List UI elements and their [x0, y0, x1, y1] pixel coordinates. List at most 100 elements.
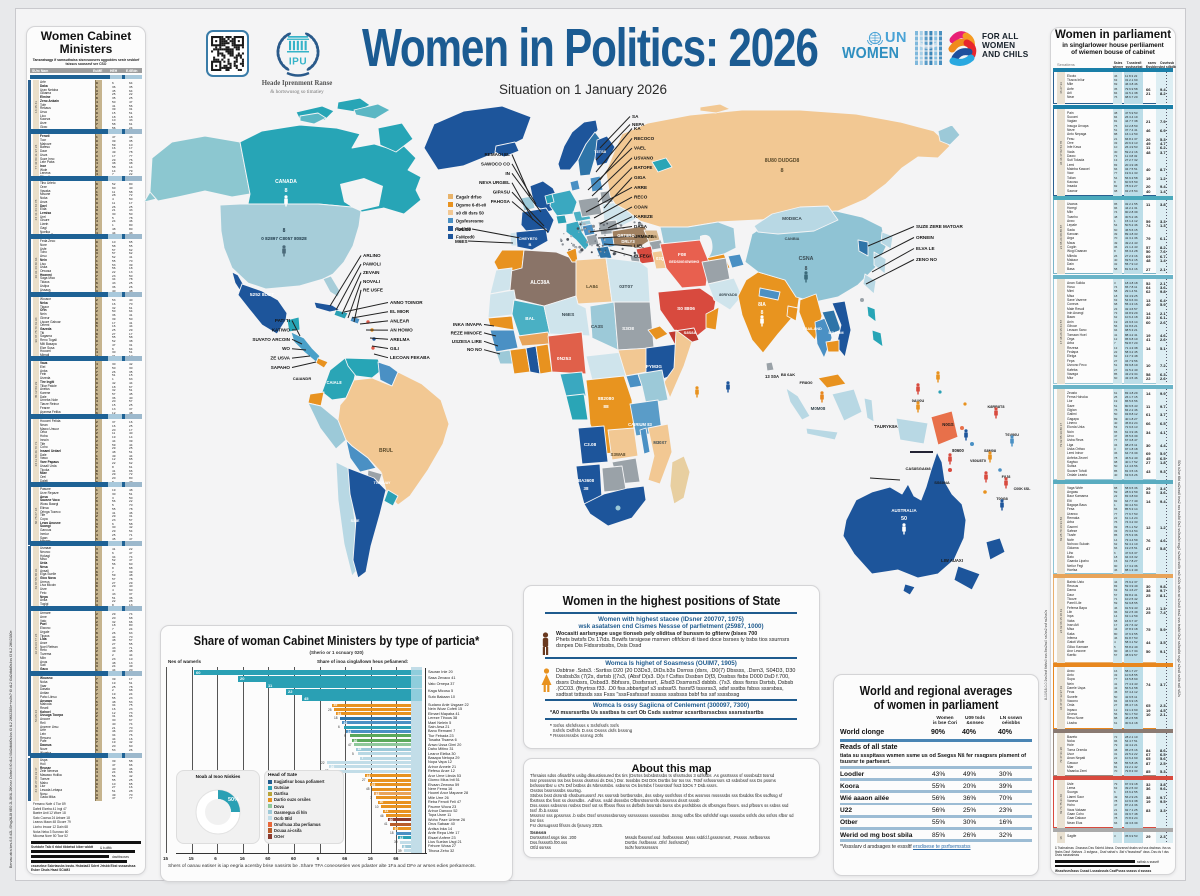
svg-text:BA3608: BA3608: [578, 478, 595, 483]
svg-text:ZE USVA: ZE USVA: [270, 356, 290, 361]
svg-text:80RIYAD8: 80RIYAD8: [719, 293, 737, 297]
svg-text:M0D8CA: M0D8CA: [782, 216, 802, 222]
svg-text:FOUG6: FOUG6: [455, 227, 471, 232]
svg-text:F8J8: F8J8: [1002, 475, 1011, 479]
svg-text:SUZE ZERE MATOAR: SUZE ZERE MATOAR: [916, 224, 963, 229]
svg-text:CAIAL8: CAIAL8: [326, 380, 342, 385]
svg-text:8: 8: [283, 228, 286, 234]
svg-text:NEPA: NEPA: [632, 122, 645, 127]
svg-text:50: 50: [901, 516, 907, 522]
svg-text:8: 8: [805, 266, 808, 272]
svg-text:BRUL: BRUL: [379, 448, 393, 454]
svg-text:ARELMA: ARELMA: [390, 337, 410, 342]
svg-text:GILI: GILI: [390, 346, 399, 351]
svg-text:INKA INVAPA: INKA INVAPA: [453, 322, 483, 327]
svg-text:BATOFE: BATOFE: [634, 165, 652, 170]
svg-text:COAN: COAN: [634, 204, 648, 209]
svg-text:SS60NA: SS60NA: [934, 480, 950, 485]
svg-text:FYM3G: FYM3G: [646, 364, 662, 369]
svg-text:PATI TI: PATI TI: [275, 318, 290, 323]
svg-text:S3WA8: S3WA8: [611, 452, 626, 457]
svg-text:DASA: DASA: [634, 224, 648, 229]
svg-text:0 82897 C8057 80828: 0 82897 C8057 80828: [261, 236, 307, 241]
svg-text:ANLEAR: ANLEAR: [390, 318, 410, 323]
svg-text:T00G8: T00G8: [996, 497, 1008, 501]
svg-text:SAWOCO CO: SAWOCO CO: [481, 161, 511, 166]
svg-text:N0GS: N0GS: [942, 422, 954, 427]
svg-text:NEVA URGIEL: NEVA URGIEL: [479, 180, 510, 185]
svg-text:F08: F08: [678, 252, 686, 257]
svg-text:CANADA: CANADA: [275, 179, 297, 185]
svg-text:NO NO: NO NO: [467, 347, 482, 352]
svg-text:0AU0U: 0AU0U: [912, 399, 925, 403]
svg-text:Dgsfesresme: Dgsfesresme: [456, 219, 484, 224]
svg-text:S8M08: S8M08: [984, 449, 996, 453]
svg-text:882080: 882080: [598, 396, 614, 402]
svg-text:8: 8: [284, 188, 287, 194]
svg-text:LIW AUAXI: LIW AUAXI: [941, 558, 963, 563]
svg-text:03Q: 03Q: [656, 256, 665, 261]
svg-text:ORNEIN: ORNEIN: [916, 235, 935, 240]
svg-text:B8 6AK: B8 6AK: [781, 372, 795, 377]
svg-text:80600: 80600: [952, 448, 964, 453]
svg-text:Dgsme 6-dt-e0: Dgsme 6-dt-e0: [456, 203, 487, 208]
svg-text:T3TS8: T3TS8: [594, 149, 607, 154]
svg-text:8: 8: [761, 310, 764, 316]
svg-text:IN: IN: [505, 171, 510, 176]
svg-text:8U80 DUDGD8: 8U80 DUDGD8: [765, 158, 800, 164]
svg-text:IPU: IPU: [289, 57, 307, 68]
svg-text:Eagalr drfso: Eagalr drfso: [456, 195, 482, 200]
svg-text:WO: WO: [282, 346, 290, 351]
svg-text:88: 88: [603, 404, 609, 410]
svg-text:5252 8DET: 5252 8DET: [250, 292, 274, 298]
svg-text:ZEVAIN: ZEVAIN: [363, 270, 380, 275]
svg-text:T6V86U: T6V86U: [1005, 433, 1019, 437]
svg-text:CANBIA: CANBIA: [785, 237, 800, 241]
svg-text:K8RB8T8: K8RB8T8: [988, 405, 1005, 409]
svg-text:GIGA: GIGA: [634, 175, 646, 180]
svg-text:V80U8T0: V80U8T0: [970, 459, 986, 463]
svg-text:S33E: S33E: [351, 519, 360, 523]
svg-text:ZENO NO: ZENO NO: [916, 257, 937, 262]
svg-text:ELVA LE: ELVA LE: [916, 246, 935, 251]
svg-text:8IA: 8IA: [758, 302, 766, 308]
svg-text:URMAZE: URMAZE: [634, 234, 654, 239]
svg-text:N6ES: N6ES: [562, 312, 575, 318]
svg-text:RECOCO: RECOCO: [634, 136, 655, 141]
svg-text:REZE MINOFE: REZE MINOFE: [451, 330, 482, 335]
svg-text:CHEYBT0: CHEYBT0: [519, 236, 538, 241]
svg-text:ARLINO: ARLINO: [363, 253, 381, 258]
svg-text:TBAILAND: TBAILAND: [802, 327, 822, 331]
svg-text:M6ES: M6ES: [455, 239, 468, 244]
svg-text:S0 8806: S0 8806: [677, 306, 695, 312]
svg-text:DRLY3: DRLY3: [621, 239, 635, 244]
svg-text:M0M08: M0M08: [811, 406, 826, 411]
svg-text:ARRE: ARRE: [634, 185, 647, 190]
svg-text:TAURYK8A: TAURYK8A: [874, 424, 898, 429]
svg-text:NOVALI: NOVALI: [363, 279, 380, 284]
svg-text:VAEL: VAEL: [634, 146, 646, 151]
svg-text:CAIANDR: CAIANDR: [293, 376, 312, 381]
svg-text:Y3GW8: Y3GW8: [643, 235, 656, 239]
svg-text:AUSTRALIA: AUSTRALIA: [891, 508, 917, 513]
svg-text:CAS8SGA6t8: CAS8SGA6t8: [905, 466, 931, 471]
svg-text:USVANO: USVANO: [634, 155, 654, 160]
svg-text:S8S8A: S8S8A: [684, 330, 697, 335]
svg-text:LECOAN FEKABA: LECOAN FEKABA: [390, 355, 430, 360]
svg-text:SA: SA: [632, 114, 639, 119]
svg-text:s0 d0 dsrs 50: s0 d0 dsrs 50: [456, 211, 484, 216]
svg-text:KAREZE: KAREZE: [634, 214, 653, 219]
svg-text:T0AGUAY: T0AGUAY: [374, 481, 391, 485]
svg-text:USZESA LIRE: USZESA LIRE: [452, 339, 482, 344]
svg-text:PAWOLI: PAWOLI: [363, 262, 381, 267]
svg-text:REMAGI EL: REMAGI EL: [484, 152, 510, 157]
svg-text:C3.08: C3.08: [584, 442, 597, 447]
svg-text:GIPASU: GIPASU: [493, 190, 511, 195]
svg-text:C00K 6SL: C00K 6SL: [1014, 487, 1032, 491]
svg-text:FR8G0: FR8G0: [800, 380, 814, 385]
svg-text:LIEL: LIEL: [634, 244, 644, 249]
svg-text:FsMzed0: FsMzed0: [456, 235, 475, 240]
svg-text:ALC38A: ALC38A: [530, 280, 550, 286]
svg-text:RECO: RECO: [634, 195, 648, 200]
svg-text:KA: KA: [634, 126, 641, 131]
